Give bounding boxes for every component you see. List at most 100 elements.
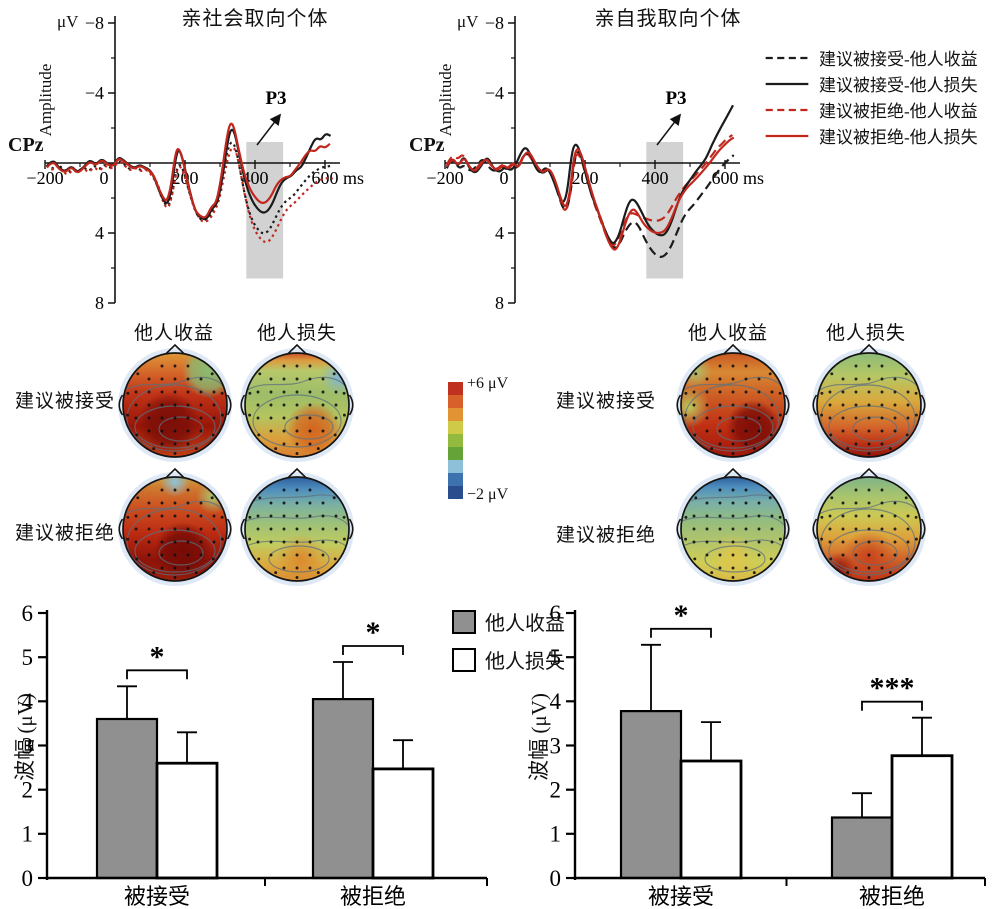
bar (619, 709, 683, 880)
y-tick-label: 2 (22, 778, 34, 803)
legend-label: 建议被接受-他人收益 (819, 50, 978, 69)
erp-legend-item: 建议被接受-他人损失 (762, 71, 978, 96)
topo-map-proself-rejected-loss (812, 468, 926, 586)
erp-legend: 建议被接受-他人收益 建议被接受-他人损失 建议被拒绝-他人收益 建议被拒绝-他人损失 (762, 45, 978, 148)
erp-plot-proself: −8 −4 4 8 −200 0 200 400 600 ms P3 (426, 13, 764, 310)
topo-map-prosocial-rejected-gain (118, 468, 232, 586)
svg-text:4: 4 (95, 223, 104, 243)
svg-text:8: 8 (95, 293, 104, 310)
colorbar-segment (448, 395, 463, 408)
bar-legend-item: 他人损失 (452, 645, 565, 674)
y-tick-label: 6 (550, 601, 562, 626)
bar (679, 759, 743, 880)
topo-left-col-loss: 他人损失 (256, 323, 337, 344)
colorbar-max-label: +6 μV (467, 375, 509, 392)
category-label: 被拒绝 (859, 884, 925, 909)
svg-text:ms: ms (743, 168, 764, 188)
legend-line-sample (765, 108, 809, 111)
significance-marker: *** (870, 672, 915, 705)
y-tick-label: 3 (550, 733, 562, 758)
svg-text:4: 4 (495, 223, 504, 243)
y-tick-label: 0 (550, 866, 562, 891)
svg-text:−8: −8 (485, 13, 504, 33)
legend-line-sample (765, 56, 809, 59)
topo-map-prosocial-accepted-loss (240, 344, 354, 462)
topo-left-row-accepted: 建议被接受 (14, 391, 115, 412)
topo-left-col-gain: 他人收益 (133, 323, 214, 344)
bar-chart-proself: * 被接受 *** 被拒绝 0 1 2 3 4 5 6 (550, 600, 986, 909)
svg-text:−200: −200 (426, 168, 463, 188)
erp-right-electrode-label: CPz (409, 134, 445, 156)
svg-text:400: 400 (642, 168, 669, 188)
colorbar-segment (448, 408, 463, 421)
y-tick-label: 5 (550, 645, 562, 670)
bar-chart-prosocial: * 被接受 * 被拒绝 0 1 2 3 4 5 6 (22, 601, 488, 909)
y-tick-label: 4 (22, 689, 34, 714)
bar (371, 767, 435, 880)
topo-map-prosocial-rejected-loss (240, 468, 354, 586)
y-tick-label: 6 (22, 601, 34, 626)
topo-right-col-gain: 他人收益 (687, 323, 768, 344)
erp-left-title: 亲社会取向个体 (181, 8, 329, 30)
category-label: 被接受 (648, 884, 714, 909)
svg-text:−200: −200 (26, 168, 63, 188)
topo-map-proself-rejected-gain (676, 468, 790, 586)
legend-label: 他人收益 (485, 613, 565, 635)
colorbar-segment (448, 382, 463, 395)
topo-map-prosocial-accepted-gain (118, 344, 232, 462)
y-tick-label: 4 (550, 689, 562, 714)
svg-text:200: 200 (572, 168, 599, 188)
colorbar-segment (448, 486, 463, 499)
legend-label: 建议被接受-他人损失 (819, 76, 978, 95)
erp-left-yunit: μV (57, 12, 79, 31)
topo-map-proself-accepted-loss (812, 344, 926, 462)
y-tick-label: 2 (550, 778, 562, 803)
category-label: 被拒绝 (340, 884, 406, 909)
erp-right-title: 亲自我取向个体 (594, 8, 742, 30)
topo-right-col-loss: 他人损失 (825, 323, 906, 344)
svg-text:0: 0 (500, 168, 509, 188)
erp-curve (45, 146, 333, 244)
svg-text:600: 600 (312, 168, 339, 188)
erp-curve (445, 104, 734, 245)
erp-legend-item: 建议被拒绝-他人损失 (762, 123, 978, 148)
colorbar-segment (448, 421, 463, 434)
svg-text:P3: P3 (665, 88, 686, 109)
bar-chart-legend: 他人收益他人损失 (452, 607, 565, 674)
legend-line-sample (765, 82, 809, 85)
svg-text:−4: −4 (485, 83, 504, 103)
y-tick-label: 3 (22, 733, 34, 758)
erp-left-electrode-label: CPz (8, 134, 44, 156)
bar (155, 761, 219, 880)
significance-marker: * (674, 600, 689, 632)
legend-label: 建议被拒绝-他人损失 (819, 128, 978, 147)
bar (890, 754, 954, 880)
legend-swatch (452, 609, 476, 634)
legend-label: 建议被拒绝-他人收益 (819, 102, 978, 121)
topo-right-row-rejected: 建议被拒绝 (555, 525, 656, 546)
legend-line-sample (765, 134, 809, 137)
y-tick-label: 0 (22, 866, 34, 891)
legend-swatch (452, 647, 476, 672)
y-tick-label: 5 (22, 645, 34, 670)
colorbar-min-label: −2 μV (467, 486, 509, 503)
bar (311, 697, 375, 880)
erp-legend-item: 建议被拒绝-他人收益 (762, 97, 978, 122)
significance-marker: * (366, 616, 381, 649)
topo-right-row-accepted: 建议被接受 (555, 391, 656, 412)
bar (95, 717, 159, 880)
colorbar-segment (448, 434, 463, 447)
svg-text:0: 0 (100, 168, 109, 188)
erp-right-yunit: μV (457, 12, 479, 31)
bar-legend-item: 他人收益 (452, 607, 565, 636)
erp-curve (45, 122, 331, 219)
erp-curve (445, 136, 735, 251)
svg-text:ms: ms (343, 168, 364, 188)
significance-marker: * (150, 640, 165, 673)
topo-left-row-rejected: 建议被拒绝 (14, 523, 115, 544)
svg-text:−4: −4 (85, 83, 104, 103)
colorbar (448, 382, 463, 499)
topo-map-proself-accepted-gain (676, 344, 790, 462)
